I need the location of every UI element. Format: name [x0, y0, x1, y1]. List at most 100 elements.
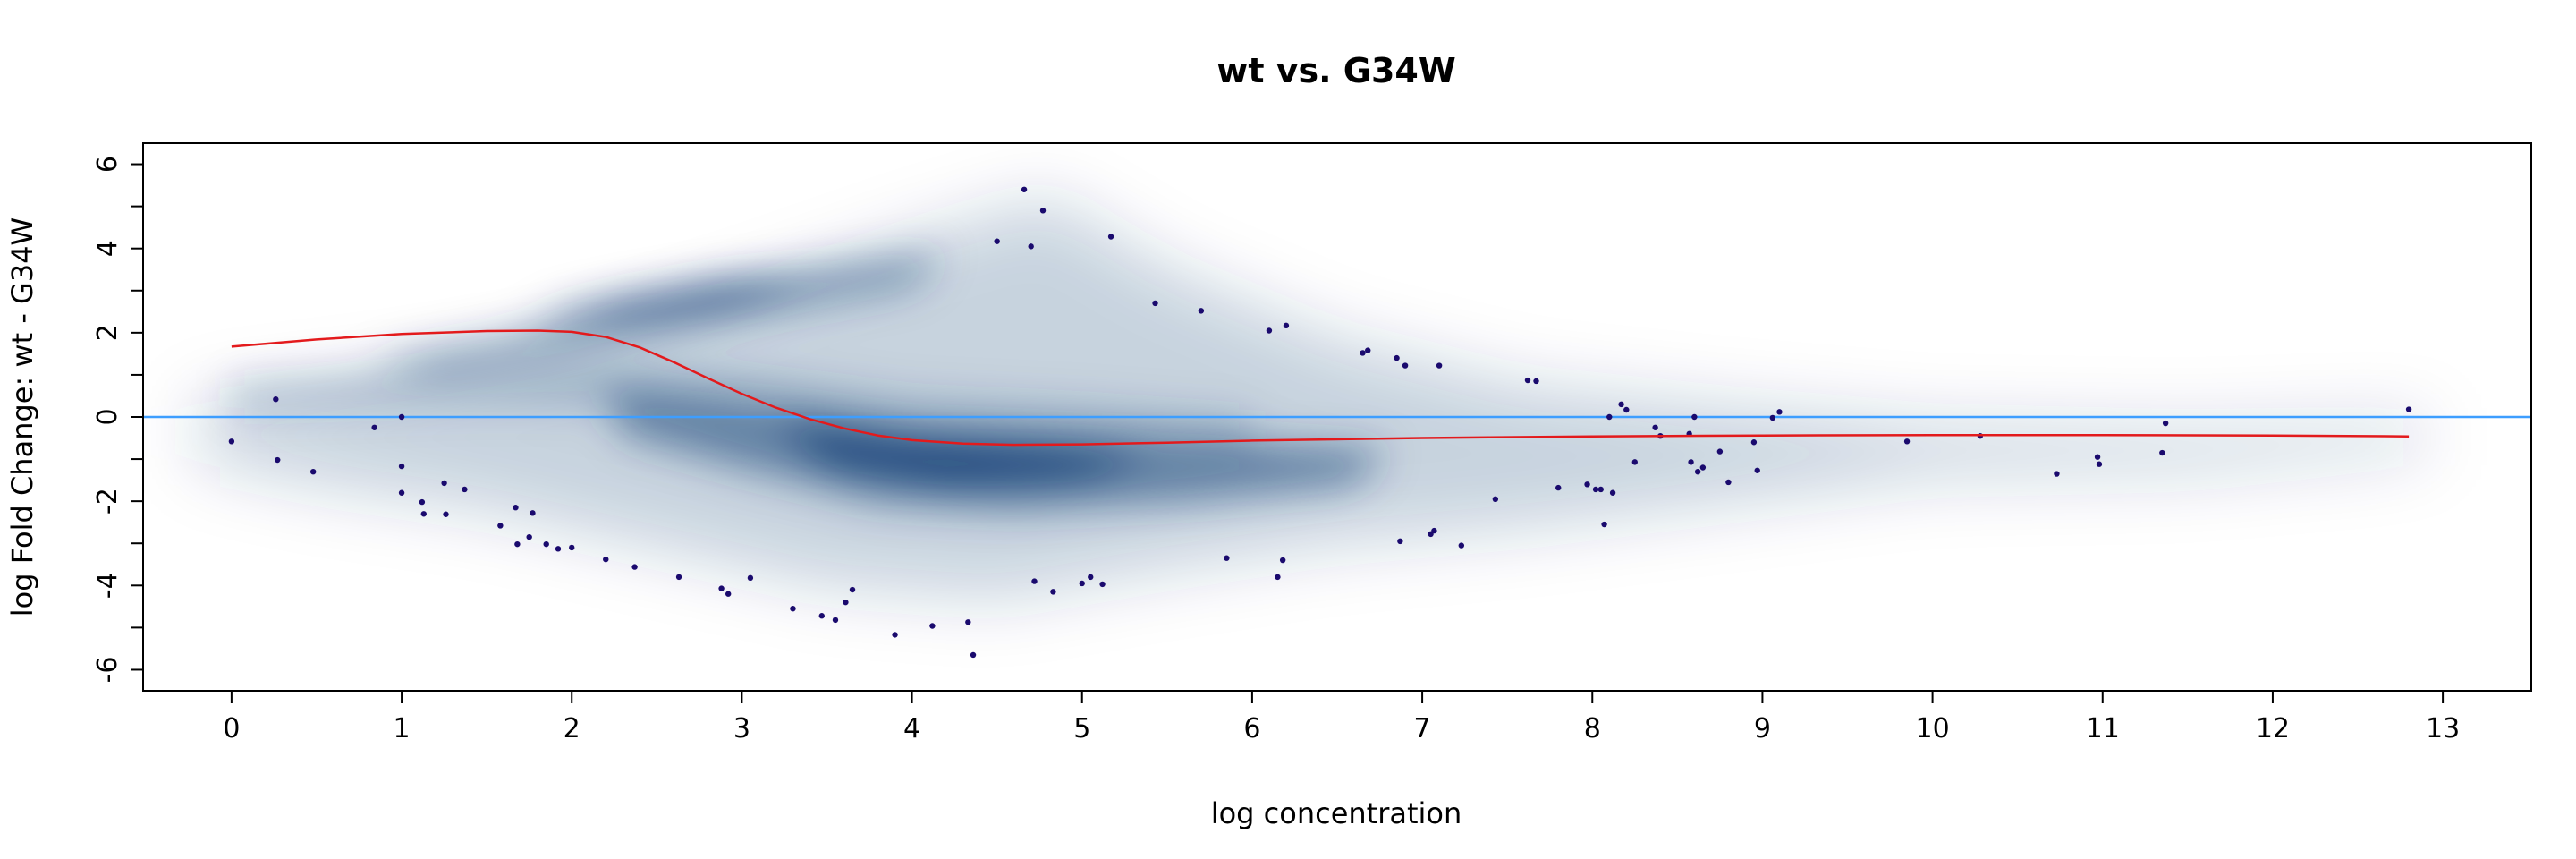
- data-point: [526, 533, 532, 540]
- x-tick-label: 9: [1754, 713, 1771, 744]
- data-point: [994, 238, 1000, 244]
- density-band-inner: [538, 282, 810, 320]
- data-point: [398, 489, 405, 496]
- density-inner: [231, 252, 1389, 510]
- data-point: [1631, 459, 1638, 465]
- data-point: [1394, 354, 1400, 361]
- x-tick-label: 13: [2426, 713, 2460, 744]
- data-point: [1584, 481, 1590, 488]
- data-point: [1050, 589, 1056, 595]
- data-point: [462, 486, 468, 493]
- data-point: [1609, 489, 1616, 496]
- data-point: [631, 564, 638, 570]
- data-point: [1601, 521, 1607, 528]
- data-point: [398, 463, 405, 470]
- data-point: [1694, 469, 1701, 475]
- data-point: [530, 510, 536, 516]
- data-point: [1365, 347, 1371, 353]
- fit-line: [231, 329, 2410, 447]
- data-point: [2054, 471, 2060, 477]
- data-point: [843, 599, 849, 606]
- outlier-points: [228, 186, 2412, 659]
- data-point: [514, 540, 521, 548]
- data-point: [1750, 439, 1758, 446]
- data-point: [1652, 424, 1658, 430]
- data-point: [724, 591, 732, 597]
- x-tick-label: 6: [1243, 713, 1260, 744]
- data-point: [790, 606, 796, 612]
- data-point: [1623, 406, 1630, 413]
- y-tick-label: 6: [92, 156, 123, 173]
- data-point: [1275, 574, 1281, 581]
- data-point: [1688, 459, 1694, 465]
- data-point: [1079, 580, 1085, 587]
- y-tick-label: 2: [92, 324, 123, 341]
- data-point: [1725, 479, 1732, 486]
- data-point: [419, 498, 426, 506]
- data-point: [1431, 527, 1437, 534]
- data-point: [497, 523, 504, 529]
- y-tick-label: 4: [92, 240, 123, 257]
- data-point: [892, 632, 898, 638]
- data-point: [1776, 409, 1783, 415]
- data-point: [818, 613, 825, 619]
- data-point: [1039, 208, 1046, 214]
- data-point: [1028, 243, 1034, 250]
- data-point: [1031, 578, 1038, 584]
- data-point: [2162, 420, 2169, 427]
- y-tick-label: -4: [92, 572, 123, 599]
- data-point: [849, 586, 856, 593]
- loess-fit-layer: [231, 329, 2410, 447]
- data-point: [441, 480, 447, 487]
- x-tick-label: 12: [2256, 713, 2290, 744]
- y-axis-label: log Fold Change: wt - G34W: [5, 217, 39, 617]
- data-point: [1088, 574, 1094, 581]
- data-point: [1691, 413, 1698, 421]
- data-point: [1107, 234, 1114, 240]
- data-point: [1606, 413, 1613, 421]
- data-point: [273, 396, 279, 403]
- data-point: [1266, 327, 1273, 334]
- data-point: [1360, 350, 1366, 356]
- density-band-inner: [775, 417, 1150, 489]
- data-point: [675, 574, 682, 581]
- data-point: [1592, 486, 1599, 493]
- data-point: [1492, 496, 1499, 502]
- chart-title: wt vs. G34W: [1216, 51, 1456, 90]
- data-point: [747, 574, 754, 582]
- data-point: [1224, 555, 1230, 561]
- data-point: [1716, 448, 1724, 455]
- data-point: [569, 544, 575, 551]
- data-point: [1555, 484, 1562, 491]
- x-tick-label: 11: [2086, 713, 2120, 744]
- density-band-inner: [231, 358, 1252, 443]
- data-point: [371, 424, 377, 430]
- data-point: [1533, 378, 1539, 385]
- data-point: [275, 456, 281, 464]
- x-tick-label: 7: [1414, 713, 1431, 744]
- x-axis-label: log concentration: [1211, 796, 1462, 830]
- data-point: [2096, 461, 2103, 467]
- data-point: [970, 651, 977, 659]
- data-point: [1618, 401, 1624, 408]
- data-point: [2405, 406, 2412, 412]
- x-tick-label: 8: [1584, 713, 1601, 744]
- data-point: [1021, 186, 1028, 192]
- data-point: [1903, 438, 1911, 445]
- x-tick-label: 5: [1073, 713, 1090, 744]
- x-tick-label: 1: [394, 713, 411, 744]
- y-tick-label: -6: [92, 657, 123, 684]
- data-point: [1699, 464, 1707, 471]
- density-cloud: [197, 198, 2427, 599]
- data-point: [965, 619, 971, 625]
- data-point: [1769, 414, 1776, 421]
- x-tick-label: 10: [1916, 713, 1950, 744]
- data-point: [1597, 486, 1604, 493]
- y-tick-label: 0: [92, 408, 123, 425]
- data-point: [443, 511, 449, 517]
- data-point: [603, 556, 609, 563]
- data-point: [1279, 557, 1286, 564]
